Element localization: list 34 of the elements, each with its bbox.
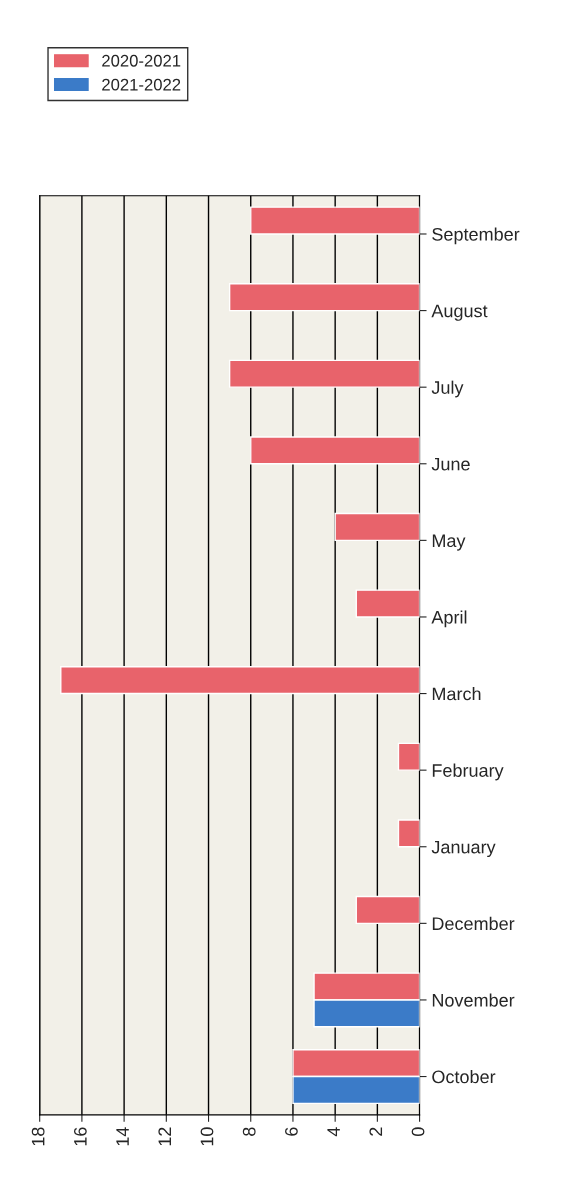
bar xyxy=(334,512,420,542)
x-tick-label: 12 xyxy=(158,1127,171,1146)
y-tick-label: August xyxy=(431,304,488,321)
bar xyxy=(60,666,420,695)
y-tick-label: December xyxy=(432,916,515,931)
bar xyxy=(228,359,420,388)
y-tick-label: September xyxy=(432,227,520,245)
y-tick-label: October xyxy=(432,1070,496,1084)
x-tick-label: 0 xyxy=(411,1127,425,1136)
y-tick-label: November xyxy=(432,993,515,1007)
x-tick-label: 6 xyxy=(285,1127,298,1136)
x-tick-label: 16 xyxy=(73,1127,87,1146)
y-tick-label: July xyxy=(431,380,464,398)
bar xyxy=(355,589,420,618)
legend-label: 2021-2022 xyxy=(102,78,181,91)
x-tick-label: 18 xyxy=(31,1127,45,1146)
x-tick-label: 10 xyxy=(200,1127,214,1146)
y-tick-label: January xyxy=(431,840,496,858)
y-tick-label: May xyxy=(432,534,466,551)
bar xyxy=(250,436,420,465)
x-tick-label: 14 xyxy=(116,1127,129,1146)
legend-label: 2020-2021 xyxy=(102,54,181,67)
bar xyxy=(355,895,420,925)
y-tick-label: April xyxy=(431,610,467,628)
bar xyxy=(397,742,420,771)
y-tick-label: June xyxy=(431,457,470,471)
bar xyxy=(250,206,420,235)
bar xyxy=(228,283,420,312)
bar xyxy=(397,819,420,848)
y-tick-label: March xyxy=(432,687,481,701)
x-tick-label: 4 xyxy=(327,1127,340,1137)
y-tick-label: February xyxy=(432,763,504,781)
x-tick-label: 2 xyxy=(369,1127,383,1136)
x-tick-label: 8 xyxy=(242,1127,256,1136)
